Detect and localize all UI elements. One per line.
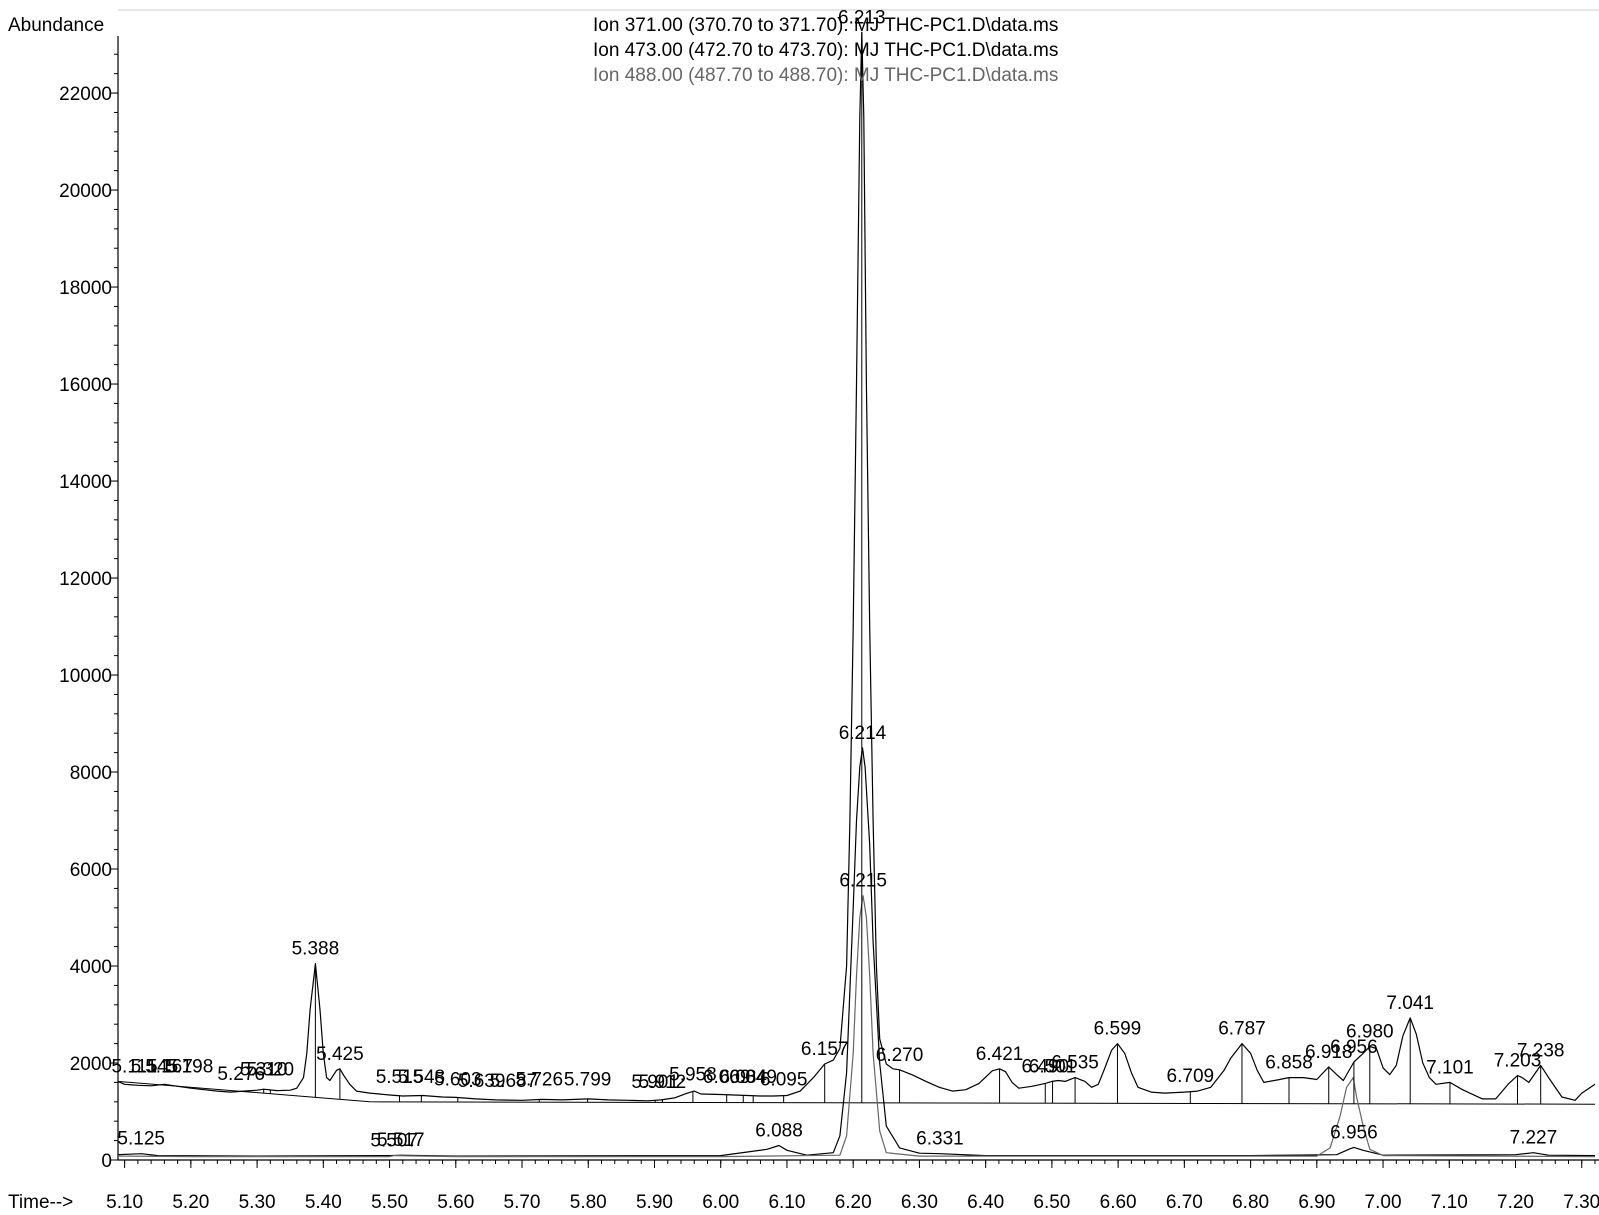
peak-label: 5.425	[316, 1044, 364, 1065]
peak-label: 6.956	[1330, 1037, 1378, 1058]
peak-label: 5.167	[145, 1056, 193, 1077]
y-tick-label: 20000	[59, 181, 112, 202]
peak-label: 5.901	[631, 1072, 679, 1093]
y-tick-label: 2000	[70, 1054, 112, 1075]
y-tick-label: 6000	[70, 860, 112, 881]
y-tick-label: 12000	[59, 569, 112, 590]
x-tick-label: 6.80	[1232, 1192, 1269, 1213]
x-tick-label: 5.10	[106, 1192, 143, 1213]
x-tick-label: 6.10	[768, 1192, 805, 1213]
peak-label: 5.639	[458, 1071, 506, 1092]
peak-label: 6.501	[1029, 1056, 1077, 1077]
legend-entry: Ion 488.00 (487.70 to 488.70): MJ THC-PC…	[593, 65, 1058, 86]
peak-label: 6.599	[1094, 1019, 1142, 1040]
peak-label: 6.009	[703, 1067, 751, 1088]
x-tick-label: 5.70	[504, 1192, 541, 1213]
x-tick-label: 5.90	[636, 1192, 673, 1213]
peak-label: 5.320	[247, 1059, 295, 1080]
peak-label: 6.421	[976, 1044, 1024, 1065]
x-tick-label: 7.30	[1563, 1192, 1599, 1213]
peak-label: 5.145	[131, 1056, 179, 1077]
peak-label: 6.331	[916, 1129, 964, 1150]
x-tick-label: 6.90	[1298, 1192, 1335, 1213]
peak-label: 5.507	[370, 1131, 418, 1152]
peak-label: 7.041	[1386, 993, 1434, 1014]
peak-label: 5.515	[376, 1067, 424, 1088]
y-axis-label: Abundance	[8, 15, 104, 36]
y-tick-label: 18000	[59, 278, 112, 299]
peak-label: 5.198	[166, 1056, 214, 1077]
peak-label: 6.918	[1305, 1042, 1353, 1063]
peak-label: 5.125	[117, 1129, 165, 1150]
x-tick-label: 6.20	[835, 1192, 872, 1213]
peak-label: 5.115	[111, 1056, 157, 1077]
peak-label: 6.535	[1051, 1053, 1099, 1074]
x-tick-label: 5.60	[437, 1192, 474, 1213]
x-tick-label: 6.40	[967, 1192, 1004, 1213]
peak-label: 6.787	[1218, 1019, 1266, 1040]
x-tick-label: 5.80	[570, 1192, 607, 1213]
series-layer	[117, 31, 1596, 1158]
series-line-1	[117, 31, 1596, 1102]
peak-label: 6.034	[719, 1067, 767, 1088]
legend-entry: Ion 371.00 (370.70 to 371.70): MJ THC-PC…	[593, 15, 1058, 36]
peak-label: 6.214	[839, 723, 887, 744]
x-tick-label: 5.50	[371, 1192, 408, 1213]
peak-label: 5.276	[217, 1064, 265, 1085]
axes: 5.10 5.20 5.30 5.40 5.50 5.60 5.70 5.80 5.90 6.00…	[59, 36, 1599, 1213]
peak-label: 6.980	[1346, 1022, 1394, 1043]
x-tick-label: 6.70	[1166, 1192, 1203, 1213]
peak-label: 6.858	[1265, 1053, 1313, 1074]
peak-label: 6.088	[755, 1120, 803, 1141]
x-tick-label: 7.10	[1431, 1192, 1468, 1213]
peak-label: 6.213	[838, 7, 886, 28]
peak-label: 7.203	[1494, 1051, 1542, 1072]
peak-label: 5.726	[515, 1070, 563, 1091]
x-tick-label: 6.60	[1100, 1192, 1137, 1213]
peak-label: 5.517	[377, 1130, 425, 1151]
peak-label: 7.227	[1510, 1128, 1558, 1149]
x-tick-label: 7.20	[1497, 1192, 1534, 1213]
peak-label: 5.310	[240, 1059, 288, 1080]
peak-label: 5.603	[434, 1070, 482, 1091]
x-tick-label: 6.30	[901, 1192, 938, 1213]
peak-label: 6.215	[839, 871, 887, 892]
peak-label: 6.049	[729, 1067, 777, 1088]
peak-label: 6.095	[760, 1070, 808, 1091]
legend: Ion 371.00 (370.70 to 371.70): MJ THC-PC…	[593, 15, 1058, 86]
y-tick-label: 4000	[70, 957, 112, 978]
x-tick-label: 5.20	[172, 1192, 209, 1213]
y-tick-label: 14000	[59, 472, 112, 493]
peak-label: 7.238	[1517, 1040, 1565, 1061]
peak-label: 5.912	[639, 1072, 687, 1093]
peak-label: 7.101	[1426, 1057, 1474, 1078]
peak-label: 6.490	[1021, 1056, 1069, 1077]
x-tick-label: 7.00	[1365, 1192, 1402, 1213]
peak-label: 6.270	[876, 1045, 924, 1066]
x-tick-label: 5.30	[239, 1192, 276, 1213]
peak-label: 5.687	[490, 1071, 538, 1092]
y-tick-label: 10000	[59, 666, 112, 687]
y-tick-label: 0	[101, 1151, 112, 1172]
peak-label: 6.956	[1330, 1122, 1378, 1143]
legend-entry: Ion 473.00 (472.70 to 473.70): MJ THC-PC…	[593, 40, 1058, 61]
x-tick-label: 6.50	[1033, 1192, 1070, 1213]
integration-baseline	[117, 1080, 1596, 1105]
peak-label: 5.548	[398, 1067, 446, 1088]
series-line-3	[117, 895, 1596, 1158]
y-tick-label: 16000	[59, 375, 112, 396]
peak-label: 6.709	[1167, 1066, 1215, 1087]
peak-label: 6.157	[801, 1039, 849, 1060]
peak-label: 5.388	[292, 939, 340, 960]
peak-label: 5.799	[564, 1070, 612, 1091]
x-tick-label: 5.40	[305, 1192, 342, 1213]
y-tick-label: 8000	[70, 763, 112, 784]
y-tick-label: 22000	[59, 84, 112, 105]
x-axis-label: Time-->	[8, 1192, 73, 1213]
x-tick-label: 6.00	[702, 1192, 739, 1213]
peak-label: 5.958	[669, 1065, 717, 1086]
